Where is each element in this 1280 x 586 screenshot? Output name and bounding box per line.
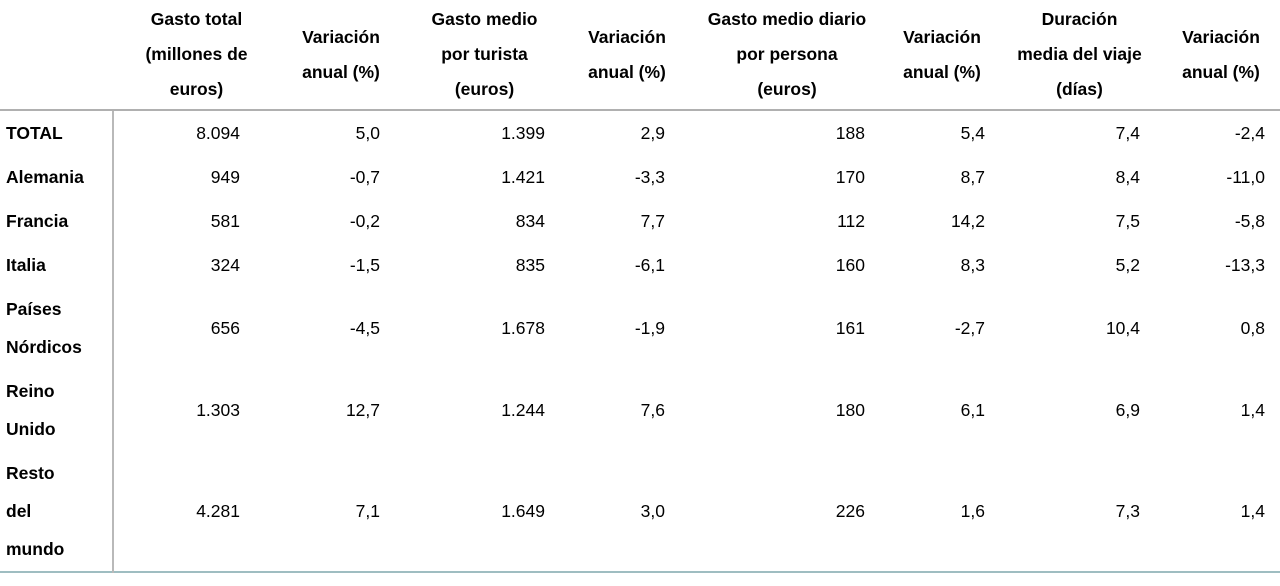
cell-francia-var2: 7,7 — [640, 211, 665, 231]
column-header-duracion-media: Duración media del viaje (días) — [997, 0, 1162, 111]
table-row-alemania: Alemania 949 -0,7 1.421 -3,3 170 8,7 8,4… — [0, 155, 1280, 199]
cell-paises-nordicos-var1: -4,5 — [349, 318, 380, 338]
cell-francia-gasto-medio-turista: 834 — [515, 211, 545, 231]
cell-paises-nordicos-duracion: 10,4 — [1105, 318, 1140, 338]
cell-resto-del-mundo-gasto-total: 4.281 — [196, 501, 240, 521]
cell-alemania-var3: 8,7 — [960, 167, 985, 187]
cell-francia-duracion: 7,5 — [1115, 211, 1140, 231]
cell-paises-nordicos-var4: 0,8 — [1240, 318, 1265, 338]
column-header-variacion-anual-3: Variación anual (%) — [887, 0, 997, 111]
cell-total-var1: 5,0 — [355, 123, 380, 143]
cell-resto-del-mundo-var4: 1,4 — [1240, 501, 1265, 521]
row-label-reino-unido: Reino Unido — [0, 369, 114, 451]
cell-total-var3: 5,4 — [960, 123, 985, 143]
table-row-paises-nordicos: Países Nórdicos 656 -4,5 1.678 -1,9 161 … — [0, 287, 1280, 369]
cell-italia-var3: 8,3 — [960, 255, 985, 275]
cell-resto-del-mundo-gasto-medio-diario: 226 — [835, 501, 865, 521]
cell-reino-unido-gasto-medio-diario: 180 — [835, 400, 865, 420]
header-row: Gasto total (millones de euros) Variació… — [0, 0, 1280, 111]
cell-total-var2: 2,9 — [640, 123, 665, 143]
cell-francia-var1: -0,2 — [349, 211, 380, 231]
cell-total-gasto-medio-diario: 188 — [835, 123, 865, 143]
cell-alemania-gasto-total: 949 — [210, 167, 240, 187]
column-header-variacion-anual-2: Variación anual (%) — [567, 0, 687, 111]
cell-reino-unido-gasto-total: 1.303 — [196, 400, 240, 420]
table-row-francia: Francia 581 -0,2 834 7,7 112 14,2 7,5 -5… — [0, 199, 1280, 243]
cell-italia-gasto-total: 324 — [210, 255, 240, 275]
corner-cell — [0, 0, 113, 111]
cell-paises-nordicos-var2: -1,9 — [634, 318, 665, 338]
column-header-variacion-anual-1: Variación anual (%) — [280, 0, 402, 111]
cell-reino-unido-var2: 7,6 — [640, 400, 665, 420]
cell-italia-gasto-medio-diario: 160 — [835, 255, 865, 275]
cell-resto-del-mundo-var2: 3,0 — [640, 501, 665, 521]
row-label-paises-nordicos: Países Nórdicos — [0, 287, 114, 369]
cell-alemania-var4: -11,0 — [1226, 167, 1265, 187]
cell-alemania-gasto-medio-turista: 1.421 — [501, 167, 545, 187]
cell-francia-gasto-medio-diario: 112 — [837, 211, 865, 231]
column-header-gasto-total: Gasto total (millones de euros) — [113, 0, 280, 111]
cell-reino-unido-var4: 1,4 — [1240, 400, 1265, 420]
column-header-gasto-medio-turista: Gasto medio por turista (euros) — [402, 0, 567, 111]
cell-reino-unido-duracion: 6,9 — [1115, 400, 1140, 420]
column-header-variacion-anual-4: Variación anual (%) — [1162, 0, 1280, 111]
table-row-resto-del-mundo: Resto del mundo 4.281 7,1 1.649 3,0 226 … — [0, 451, 1280, 572]
row-label-resto-del-mundo: Resto del mundo — [0, 451, 114, 572]
cell-reino-unido-var1: 12,7 — [345, 400, 380, 420]
tourism-expenditure-table: Gasto total (millones de euros) Variació… — [0, 0, 1280, 573]
table-row-reino-unido: Reino Unido 1.303 12,7 1.244 7,6 180 6,1… — [0, 369, 1280, 451]
row-label-francia: Francia — [0, 199, 114, 243]
cell-total-duracion: 7,4 — [1115, 123, 1140, 143]
cell-resto-del-mundo-var1: 7,1 — [355, 501, 380, 521]
cell-total-gasto-medio-turista: 1.399 — [501, 123, 545, 143]
cell-francia-var3: 14,2 — [950, 211, 985, 231]
cell-total-gasto-total: 8.094 — [196, 123, 240, 143]
cell-alemania-gasto-medio-diario: 170 — [835, 167, 865, 187]
cell-francia-gasto-total: 581 — [210, 211, 240, 231]
cell-italia-var2: -6,1 — [634, 255, 665, 275]
cell-italia-duracion: 5,2 — [1115, 255, 1140, 275]
cell-alemania-var2: -3,3 — [634, 167, 665, 187]
cell-paises-nordicos-var3: -2,7 — [954, 318, 985, 338]
cell-francia-var4: -5,8 — [1234, 211, 1265, 231]
cell-alemania-var1: -0,7 — [349, 167, 380, 187]
cell-total-var4: -2,4 — [1234, 123, 1265, 143]
row-label-total: TOTAL — [0, 110, 114, 155]
row-label-alemania: Alemania — [0, 155, 114, 199]
column-header-gasto-medio-diario: Gasto medio diario por persona (euros) — [687, 0, 887, 111]
cell-reino-unido-gasto-medio-turista: 1.244 — [501, 400, 545, 420]
cell-resto-del-mundo-gasto-medio-turista: 1.649 — [501, 501, 545, 521]
cell-paises-nordicos-gasto-medio-diario: 161 — [835, 318, 865, 338]
cell-reino-unido-var3: 6,1 — [960, 400, 985, 420]
cell-resto-del-mundo-duracion: 7,3 — [1115, 501, 1140, 521]
row-label-italia: Italia — [0, 243, 114, 287]
table-row-total: TOTAL 8.094 5,0 1.399 2,9 188 5,4 7,4 -2… — [0, 110, 1280, 155]
cell-italia-var4: -13,3 — [1225, 255, 1265, 275]
table-row-italia: Italia 324 -1,5 835 -6,1 160 8,3 5,2 -13… — [0, 243, 1280, 287]
cell-paises-nordicos-gasto-total: 656 — [210, 318, 240, 338]
cell-paises-nordicos-gasto-medio-turista: 1.678 — [501, 318, 545, 338]
cell-italia-gasto-medio-turista: 835 — [515, 255, 545, 275]
cell-italia-var1: -1,5 — [349, 255, 380, 275]
cell-resto-del-mundo-var3: 1,6 — [960, 501, 985, 521]
cell-alemania-duracion: 8,4 — [1115, 167, 1140, 187]
